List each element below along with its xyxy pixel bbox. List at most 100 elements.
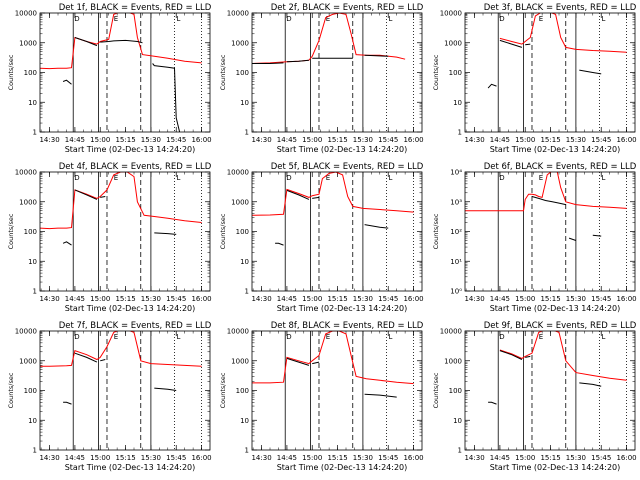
events-series-line: [252, 54, 389, 64]
y-tick-label: 10¹: [450, 258, 462, 266]
y-axis-label: Counts/sec: [7, 372, 15, 408]
x-tick-label: 14:45: [277, 295, 297, 303]
y-tick-label: 100: [236, 69, 249, 77]
events-series-line: [286, 357, 397, 398]
x-tick-label: 14:30: [39, 454, 59, 462]
lld-series-line: [499, 13, 627, 53]
interval-label: L: [602, 174, 606, 182]
y-tick-label: 10000: [440, 10, 462, 18]
x-tick-label: 14:30: [464, 136, 484, 144]
panel-6: Det 6f, BLACK = Events, RED = LLD Counts/…: [432, 162, 637, 313]
interval-label: E: [326, 333, 330, 341]
y-tick-label: 10: [240, 99, 249, 107]
x-tick-label: 16:00: [403, 295, 423, 303]
interval-label: D: [286, 333, 291, 341]
lld-series-line: [40, 172, 202, 230]
x-tick-label: 14:45: [490, 454, 510, 462]
y-tick-label: 10²: [450, 228, 462, 236]
plot-frame: [39, 12, 211, 133]
events-series-line: [62, 37, 181, 132]
interval-label: L: [389, 333, 393, 341]
y-tick-label: 10000: [227, 169, 249, 177]
plot-frame: [251, 12, 423, 133]
y-tick-label: 100: [24, 387, 37, 395]
y-tick-label: 10⁰: [450, 288, 462, 296]
x-tick-label: 16:00: [403, 454, 423, 462]
plot-frame: [464, 330, 636, 451]
x-tick-label: 15:00: [90, 295, 110, 303]
y-tick-label: 1000: [231, 357, 249, 365]
interval-label: L: [389, 15, 393, 23]
x-tick-label: 16:00: [191, 295, 211, 303]
x-tick-label: 14:30: [464, 454, 484, 462]
x-tick-label: 15:15: [115, 295, 135, 303]
interval-label: E: [539, 15, 543, 23]
y-tick-label: 1000: [19, 39, 37, 47]
y-tick-label: 100: [449, 387, 462, 395]
panel-8: Det 8f, BLACK = Events, RED = LLD Counts/…: [219, 321, 424, 472]
x-tick-label: 15:00: [515, 454, 535, 462]
interval-label: L: [602, 15, 606, 23]
lld-series-line: [252, 331, 414, 385]
panel-title: Det 8f, BLACK = Events, RED = LLD: [271, 321, 424, 331]
panel-title: Det 3f, BLACK = Events, RED = LLD: [484, 3, 637, 13]
y-tick-label: 100: [236, 387, 249, 395]
x-tick-label: 14:30: [251, 136, 271, 144]
x-tick-label: 15:15: [327, 454, 347, 462]
y-tick-label: 1: [458, 129, 462, 137]
events-series-line: [488, 350, 602, 405]
y-tick-label: 10: [453, 417, 462, 425]
x-tick-label: 15:15: [115, 136, 135, 144]
x-axis-label: Start Time (02-Dec-13 14:24:20): [490, 304, 621, 313]
panel-1: Det 1f, BLACK = Events, RED = LLD Counts/…: [7, 3, 212, 154]
x-tick-label: 15:45: [591, 454, 611, 462]
events-series-line: [62, 189, 177, 246]
y-axis-label: Counts/sec: [7, 213, 15, 249]
x-tick-label: 16:00: [616, 454, 636, 462]
x-tick-label: 15:15: [540, 295, 560, 303]
y-tick-label: 100: [449, 69, 462, 77]
panel-title: Det 1f, BLACK = Events, RED = LLD: [59, 3, 212, 13]
interval-label: L: [177, 333, 181, 341]
y-tick-label: 10000: [15, 10, 37, 18]
x-tick-label: 15:15: [115, 454, 135, 462]
y-axis-label: Counts/sec: [432, 213, 440, 249]
interval-label: D: [499, 333, 504, 341]
x-tick-label: 14:45: [65, 295, 85, 303]
x-tick-label: 15:30: [353, 136, 373, 144]
interval-label: D: [286, 15, 291, 23]
y-tick-label: 100: [24, 69, 37, 77]
panel-title: Det 5f, BLACK = Events, RED = LLD: [271, 162, 424, 172]
x-tick-label: 15:45: [591, 136, 611, 144]
x-axis-label: Start Time (02-Dec-13 14:24:20): [65, 145, 196, 154]
x-axis-label: Start Time (02-Dec-13 14:24:20): [277, 463, 408, 472]
plot-frame: [251, 171, 423, 292]
x-tick-label: 15:45: [378, 136, 398, 144]
y-tick-label: 1000: [19, 198, 37, 206]
panel-title: Det 7f, BLACK = Events, RED = LLD: [59, 321, 212, 331]
events-series-line: [487, 39, 602, 89]
panel-title: Det 2f, BLACK = Events, RED = LLD: [271, 3, 424, 13]
x-tick-label: 15:30: [353, 295, 373, 303]
x-tick-label: 14:45: [65, 454, 85, 462]
x-tick-label: 14:30: [39, 136, 59, 144]
x-tick-label: 14:45: [490, 295, 510, 303]
x-tick-label: 15:45: [378, 295, 398, 303]
x-tick-label: 14:30: [464, 295, 484, 303]
y-tick-label: 10: [28, 417, 37, 425]
x-tick-label: 14:30: [39, 295, 59, 303]
y-axis-label: Counts/sec: [432, 54, 440, 90]
x-tick-label: 14:30: [251, 295, 271, 303]
lld-series-line: [465, 172, 627, 212]
x-tick-label: 15:15: [540, 136, 560, 144]
x-tick-label: 15:30: [566, 295, 586, 303]
x-axis-label: Start Time (02-Dec-13 14:24:20): [65, 304, 196, 313]
interval-label: D: [74, 333, 79, 341]
x-tick-label: 15:30: [141, 454, 161, 462]
x-tick-label: 15:00: [515, 136, 535, 144]
x-tick-label: 15:15: [540, 454, 560, 462]
y-tick-label: 10000: [227, 328, 249, 336]
panel-5: Det 5f, BLACK = Events, RED = LLD Counts/…: [219, 162, 424, 313]
panel-3: Det 3f, BLACK = Events, RED = LLD Counts/…: [432, 3, 637, 154]
